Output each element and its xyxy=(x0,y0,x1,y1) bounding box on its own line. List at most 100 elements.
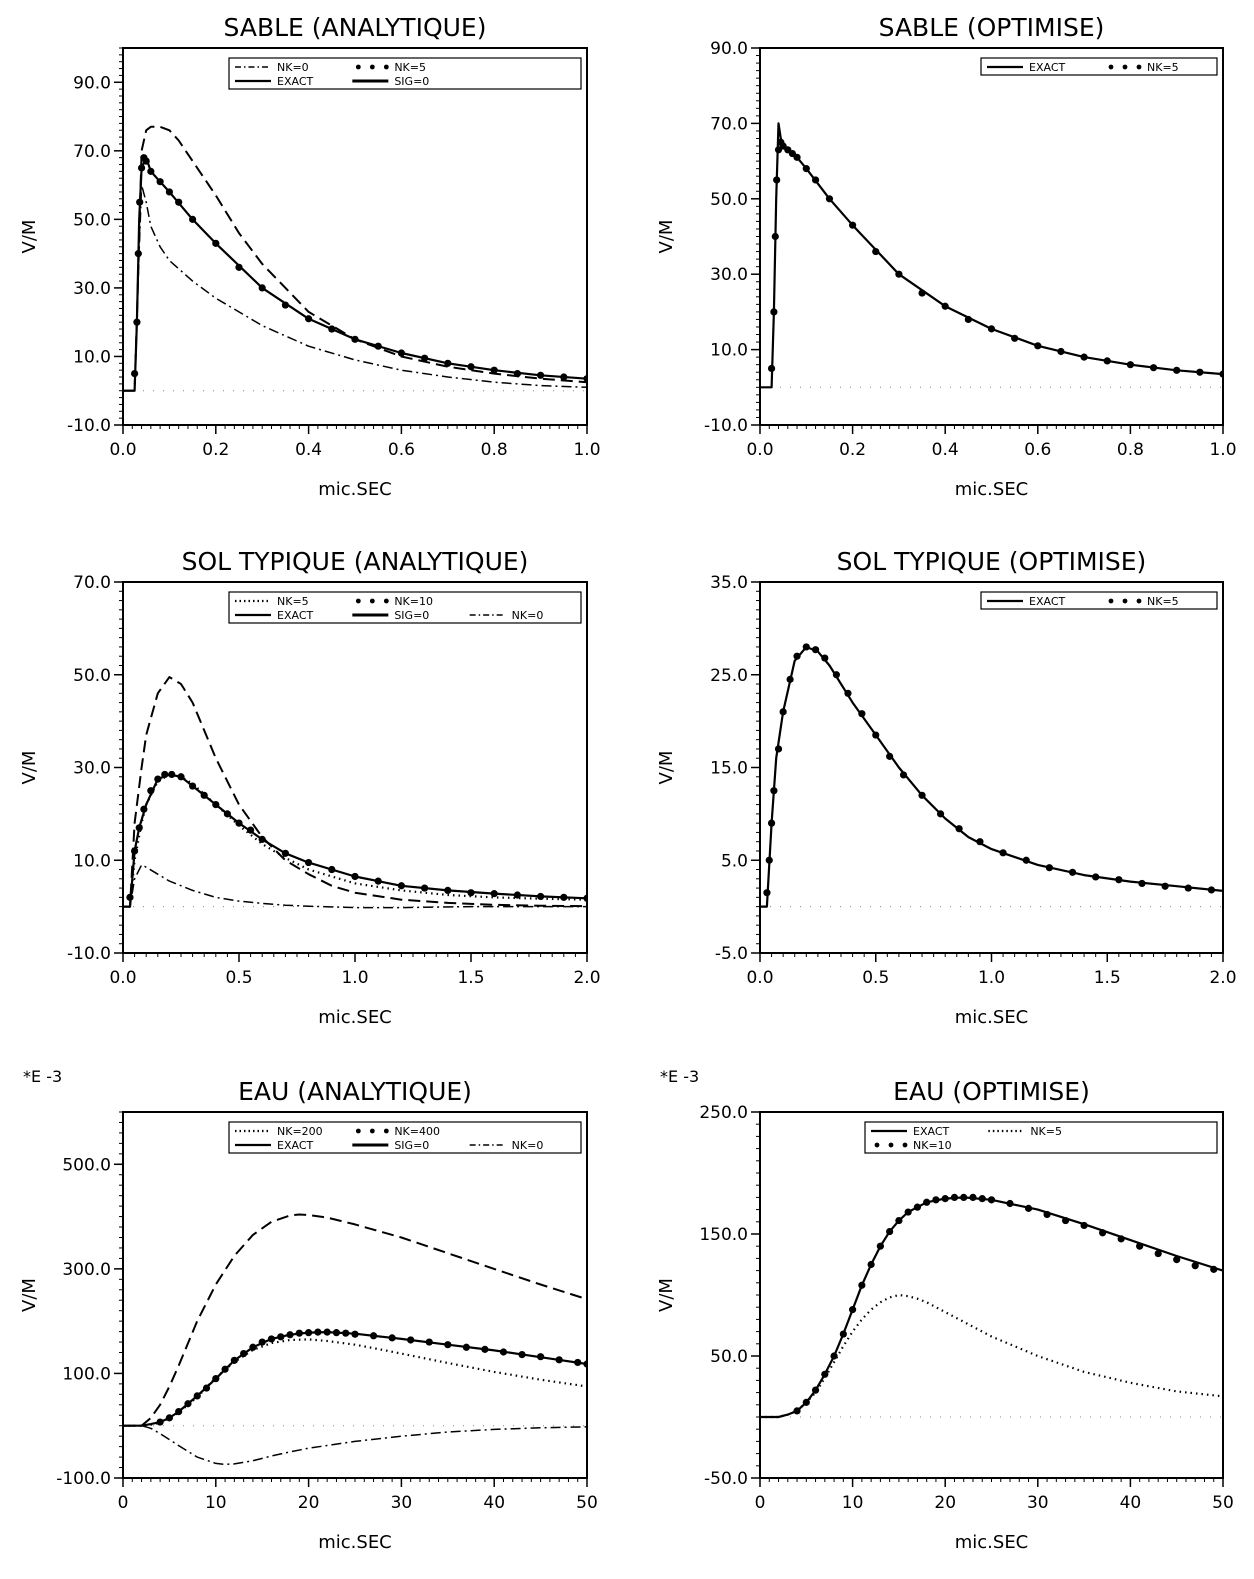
legend-label: NK=5 xyxy=(1147,595,1179,608)
data-point xyxy=(1045,864,1053,872)
legend-entry: EXACT xyxy=(235,75,313,88)
legend-label: SIG=0 xyxy=(394,75,429,88)
legend: NK=5 NK=10 EXACT SIG=0 NK=0 xyxy=(228,591,582,624)
data-point xyxy=(1011,334,1019,342)
chart-title: SOL TYPIQUE (OPTIMISE) xyxy=(837,547,1147,576)
y-tick-label: 100.0 xyxy=(62,1364,111,1384)
x-tick-label: 0.0 xyxy=(109,440,136,460)
legend-swatch xyxy=(369,1128,375,1134)
data-point xyxy=(1210,1265,1218,1273)
chart-panel-0: SABLE (ANALYTIQUE) 0.0 0.2 0.4 0.6 0.8 1.0 -10.… xyxy=(19,13,601,500)
data-point xyxy=(770,787,778,795)
legend: NK=200 NK=400 EXACT SIG=0 NK=0 xyxy=(228,1121,582,1154)
legend-entry: EXACT xyxy=(987,61,1065,74)
data-point xyxy=(895,1216,903,1225)
x-axis-label: mic.SEC xyxy=(318,1532,392,1553)
data-point xyxy=(811,176,820,184)
data-point xyxy=(1191,1262,1199,1270)
legend-entry: NK=0 xyxy=(235,61,309,74)
data-point xyxy=(987,325,996,333)
data-point xyxy=(1103,357,1111,365)
legend-label: NK=5 xyxy=(1147,61,1179,74)
data-point xyxy=(950,1193,959,1201)
series-nk-400 xyxy=(156,1328,587,1426)
y-tick-label: 300.0 xyxy=(62,1260,111,1280)
chart-panel-3: SOL TYPIQUE (OPTIMISE) 0.0 0.5 1.0 1.5 2.0 -5.… xyxy=(656,547,1237,1028)
x-axis-label: mic.SEC xyxy=(318,1007,392,1028)
data-point xyxy=(964,315,972,324)
data-point xyxy=(1219,370,1223,378)
x-tick-label: 0.8 xyxy=(1117,440,1144,460)
y-tick-label: 30.0 xyxy=(73,279,111,299)
x-axis-label: mic.SEC xyxy=(318,479,392,500)
x-tick-label: 40 xyxy=(1120,1493,1142,1513)
series-nk-10 xyxy=(793,1193,1218,1415)
x-tick-label: 2.0 xyxy=(573,968,600,988)
data-point xyxy=(770,308,778,316)
legend-entry: EXACT xyxy=(987,595,1065,608)
series-line-exact xyxy=(123,156,587,392)
legend-swatch xyxy=(383,1128,389,1134)
chart-title: EAU (OPTIMISE) xyxy=(893,1077,1090,1106)
data-point xyxy=(1034,342,1042,350)
y-tick-label: 5.0 xyxy=(721,851,748,871)
x-tick-label: 1.0 xyxy=(978,968,1005,988)
data-point xyxy=(1136,1242,1144,1250)
legend-swatch xyxy=(369,64,375,70)
y-tick-label: 25.0 xyxy=(710,666,748,686)
y-tick-label: -10.0 xyxy=(67,416,111,436)
x-tick-label: 0.5 xyxy=(862,968,889,988)
series-nk-5 xyxy=(763,643,1216,897)
data-point xyxy=(774,745,783,753)
data-point xyxy=(832,671,840,679)
legend: NK=0 NK=5 EXACT SIG=0 xyxy=(228,57,582,90)
legend-entry: NK=5 xyxy=(355,61,426,74)
data-point xyxy=(1184,884,1192,892)
x-tick-label: 0.0 xyxy=(109,968,136,988)
data-point xyxy=(904,1208,912,1216)
legend-label: NK=10 xyxy=(913,1139,952,1152)
legend-label: NK=5 xyxy=(394,61,426,74)
data-point xyxy=(1024,1204,1033,1212)
y-axis-label: V/M xyxy=(19,220,40,254)
y-tick-label: 90.0 xyxy=(710,39,748,59)
data-point xyxy=(936,810,945,818)
data-point xyxy=(821,654,829,662)
legend-label: NK=200 xyxy=(277,1125,323,1138)
data-point xyxy=(886,752,894,760)
y-tick-label: -10.0 xyxy=(67,944,111,964)
y-tick-label: 10.0 xyxy=(73,851,111,871)
x-tick-label: 50 xyxy=(576,1493,598,1513)
series-group xyxy=(760,643,1223,908)
legend-box xyxy=(980,57,1218,76)
legend-label: NK=5 xyxy=(277,595,309,608)
data-point xyxy=(811,1386,820,1394)
data-point xyxy=(969,1193,977,1201)
series-nk-5 xyxy=(131,154,587,383)
data-point xyxy=(1057,347,1065,356)
series-line-exact xyxy=(760,645,1223,908)
x-tick-label: 0.8 xyxy=(481,440,508,460)
chart-title: SABLE (OPTIMISE) xyxy=(879,13,1105,42)
data-point xyxy=(849,1306,857,1314)
x-tick-label: 0.2 xyxy=(839,440,866,460)
series-line-nk-0 xyxy=(123,1424,587,1466)
x-tick-label: 10 xyxy=(205,1493,227,1513)
data-point xyxy=(955,825,963,833)
x-tick-label: 1.5 xyxy=(457,968,484,988)
series-group xyxy=(123,676,587,909)
legend-swatch xyxy=(1108,64,1114,70)
legend-swatch xyxy=(874,1142,880,1148)
x-tick-label: 1.0 xyxy=(1209,440,1236,460)
data-point xyxy=(825,195,834,203)
data-point xyxy=(923,1198,931,1206)
legend-swatch xyxy=(902,1142,908,1148)
data-point xyxy=(235,263,243,271)
data-point xyxy=(895,270,903,278)
legend-swatch xyxy=(383,64,389,70)
legend-swatch xyxy=(355,64,361,70)
chart-panel-4: EAU (ANALYTIQUE) *E -3 0 10 20 30 40 50 -100.0 10… xyxy=(19,1067,598,1553)
legend-entry: NK=5 xyxy=(1108,61,1179,74)
y-tick-label: 50.0 xyxy=(73,210,111,230)
data-point xyxy=(793,153,801,161)
